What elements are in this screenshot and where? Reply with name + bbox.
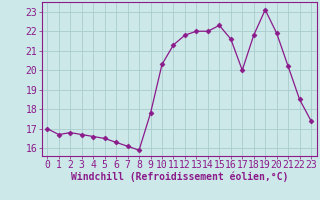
X-axis label: Windchill (Refroidissement éolien,°C): Windchill (Refroidissement éolien,°C) [70, 172, 288, 182]
